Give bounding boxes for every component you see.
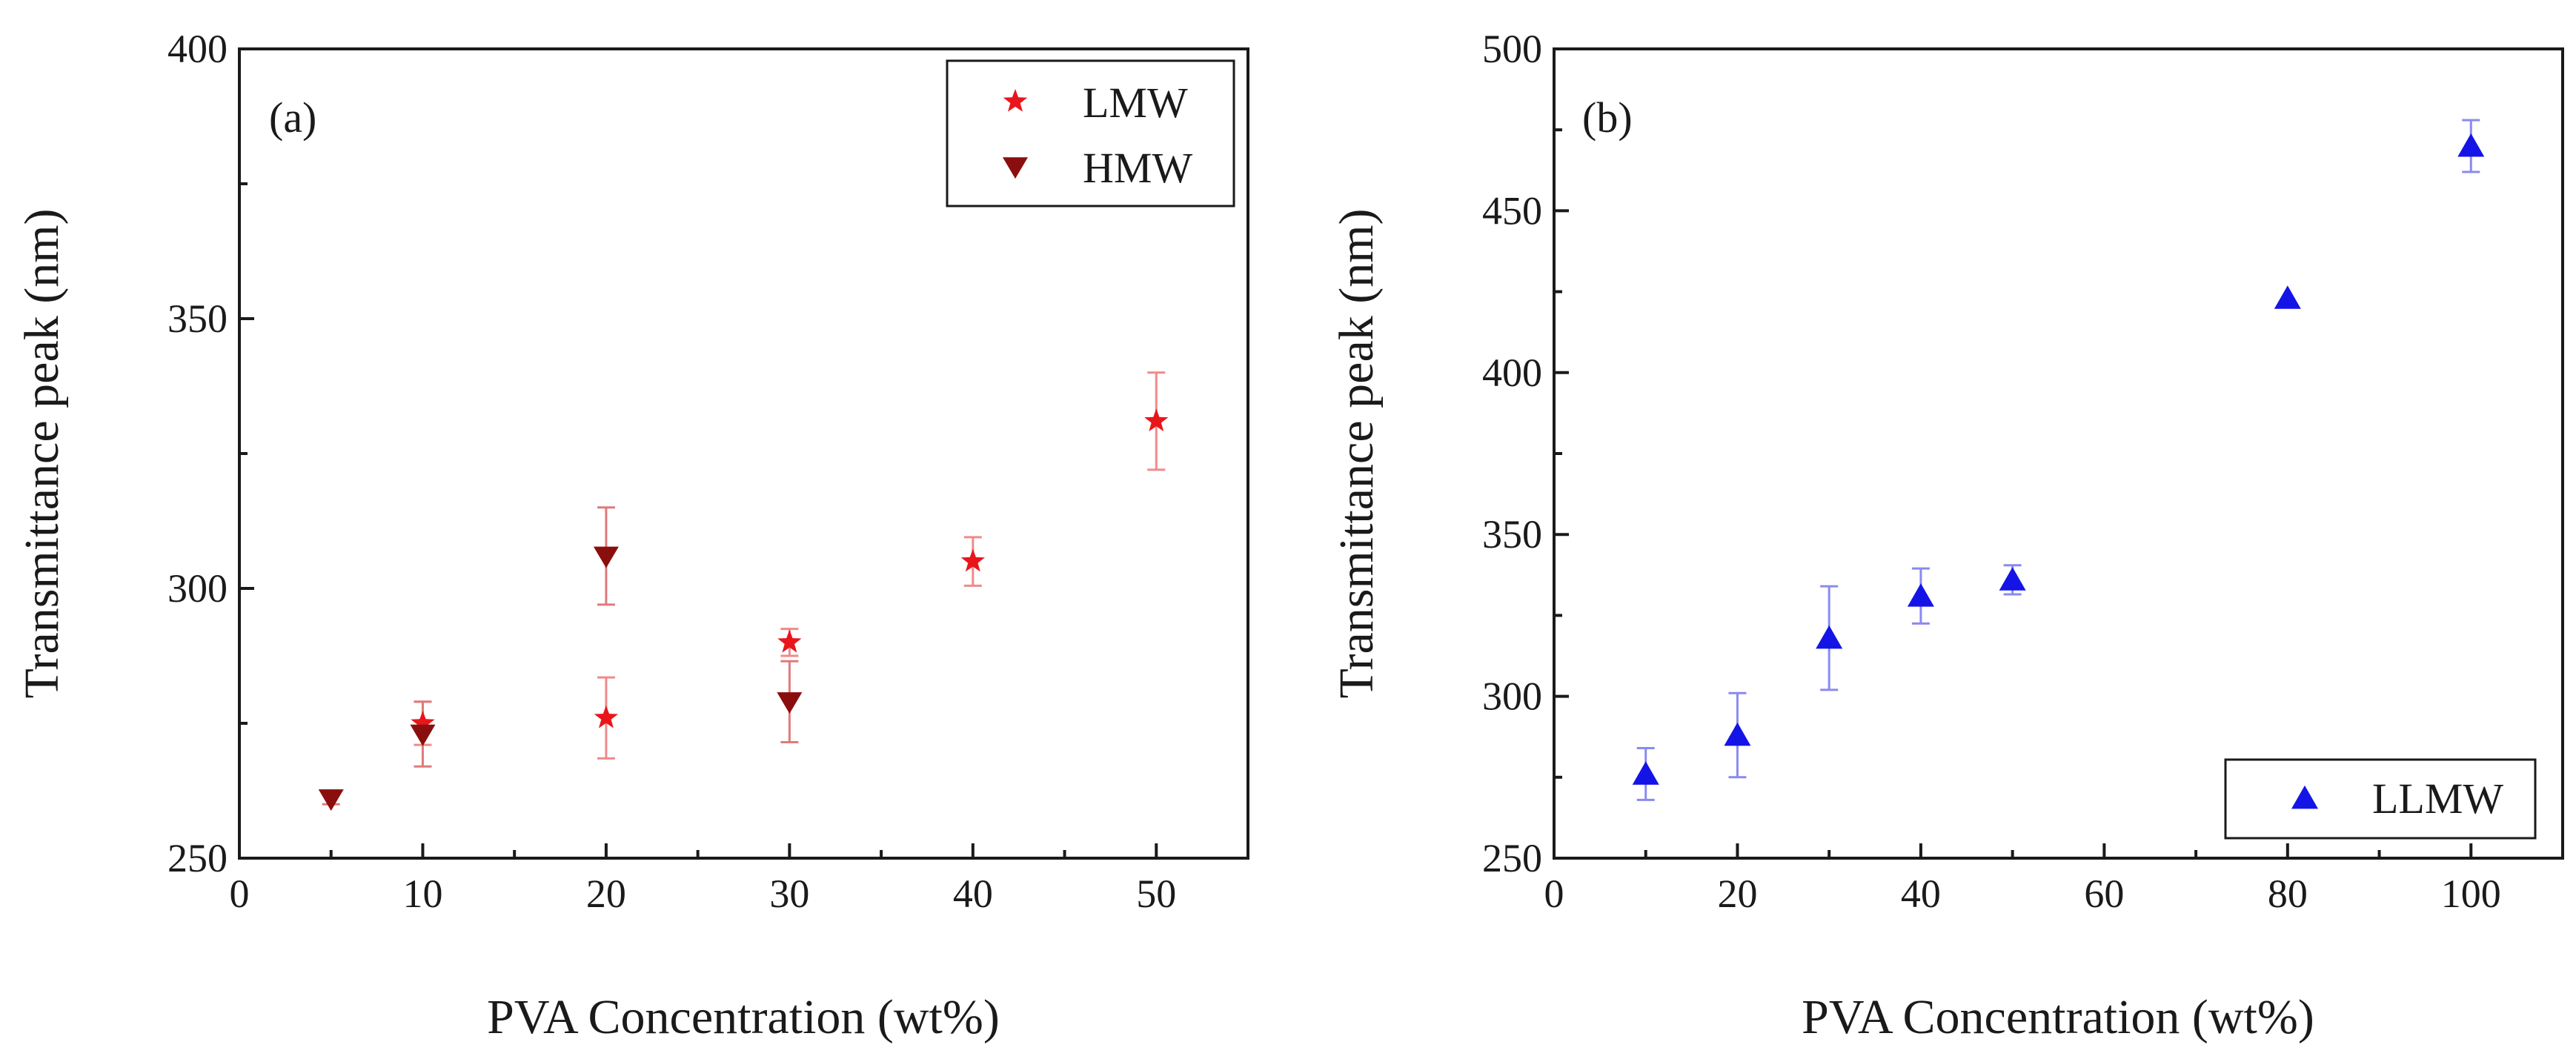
legend-marker-hmw <box>1003 157 1028 179</box>
y-tick-label: 400 <box>1482 351 1542 395</box>
x-tick-label: 60 <box>2084 872 2124 916</box>
y-tick-label: 350 <box>1482 512 1542 557</box>
legend-marker-llmw <box>2291 785 2318 809</box>
data-point-llmw <box>2457 133 2485 157</box>
data-point-lmw <box>960 548 985 572</box>
panel-label-b: (b) <box>1582 93 1633 142</box>
data-point-llmw <box>1724 722 1751 746</box>
chart-panel-b: 0 20 40 60 80 100 250 300 350 400 450 500 (b) PVA C… <box>1330 27 2564 1044</box>
x-tick-label: 30 <box>769 872 809 916</box>
legend-b: LLMW <box>2224 758 2537 840</box>
x-axis-label-b: PVA Concentration (wt%) <box>1802 990 2314 1044</box>
data-point-lmw <box>594 705 619 728</box>
chart-panel-a: 0 10 20 30 40 50 250 300 350 400 (a) PVA Concentr… <box>15 27 1249 1044</box>
panel-label-a: (a) <box>269 93 316 142</box>
axis-ticks-b: 0 20 40 60 80 100 250 300 350 400 450 500 <box>1482 27 2501 916</box>
x-tick-label: 0 <box>1544 872 1564 916</box>
y-tick-label: 250 <box>1482 836 1542 880</box>
y-tick-label: 450 <box>1482 188 1542 233</box>
data-point-hmw <box>777 692 803 714</box>
plot-frame-b <box>1553 47 2564 860</box>
data-point-hmw <box>318 789 344 811</box>
error-bars-a <box>322 371 1166 806</box>
data-point-lmw <box>777 629 802 653</box>
y-axis-label-a: Transmittance peak (nm) <box>15 208 69 698</box>
data-point-llmw <box>1999 567 2026 591</box>
y-tick-label: 300 <box>1482 674 1542 719</box>
data-points-b <box>1632 133 2485 785</box>
y-tick-label: 250 <box>167 836 228 880</box>
legend-label-llmw: LLMW <box>2372 774 2503 823</box>
y-tick-label: 400 <box>167 27 228 71</box>
legend-label-hmw: HMW <box>1083 144 1192 192</box>
y-tick-label: 350 <box>167 296 228 341</box>
legend-b-entries <box>2291 785 2318 809</box>
x-tick-label: 20 <box>586 872 626 916</box>
legend-a: LMW HMW <box>946 59 1235 208</box>
x-tick-label: 80 <box>2268 872 2308 916</box>
x-tick-label: 0 <box>230 872 250 916</box>
legend-a-entries <box>1003 89 1028 179</box>
legend-box-a <box>946 59 1235 208</box>
data-point-llmw <box>2274 285 2301 309</box>
x-tick-label: 40 <box>1901 872 1941 916</box>
data-point-hmw <box>410 724 436 746</box>
axis-ticks-a: 0 10 20 30 40 50 250 300 350 400 <box>167 27 1176 916</box>
data-points-a <box>318 408 1169 811</box>
data-point-hmw <box>593 546 619 568</box>
x-tick-label: 10 <box>402 872 442 916</box>
x-tick-label: 40 <box>953 872 993 916</box>
y-axis-label-b: Transmittance peak (nm) <box>1330 208 1384 698</box>
data-point-llmw <box>1632 761 1659 785</box>
y-tick-label: 300 <box>167 566 228 611</box>
x-tick-label: 50 <box>1136 872 1176 916</box>
legend-label-lmw: LMW <box>1083 79 1188 127</box>
data-point-lmw <box>411 711 435 734</box>
data-point-lmw <box>1144 408 1169 432</box>
legend-marker-lmw <box>1003 89 1028 112</box>
x-tick-label: 20 <box>1717 872 1757 916</box>
x-tick-label: 100 <box>2441 872 2501 916</box>
data-point-llmw <box>1907 583 1934 607</box>
y-tick-label: 500 <box>1482 27 1542 71</box>
legend-box-b <box>2224 758 2537 840</box>
x-axis-label-a: PVA Concentration (wt%) <box>487 990 1000 1044</box>
data-point-llmw <box>1816 625 1843 649</box>
error-bars-b <box>1636 119 2480 801</box>
